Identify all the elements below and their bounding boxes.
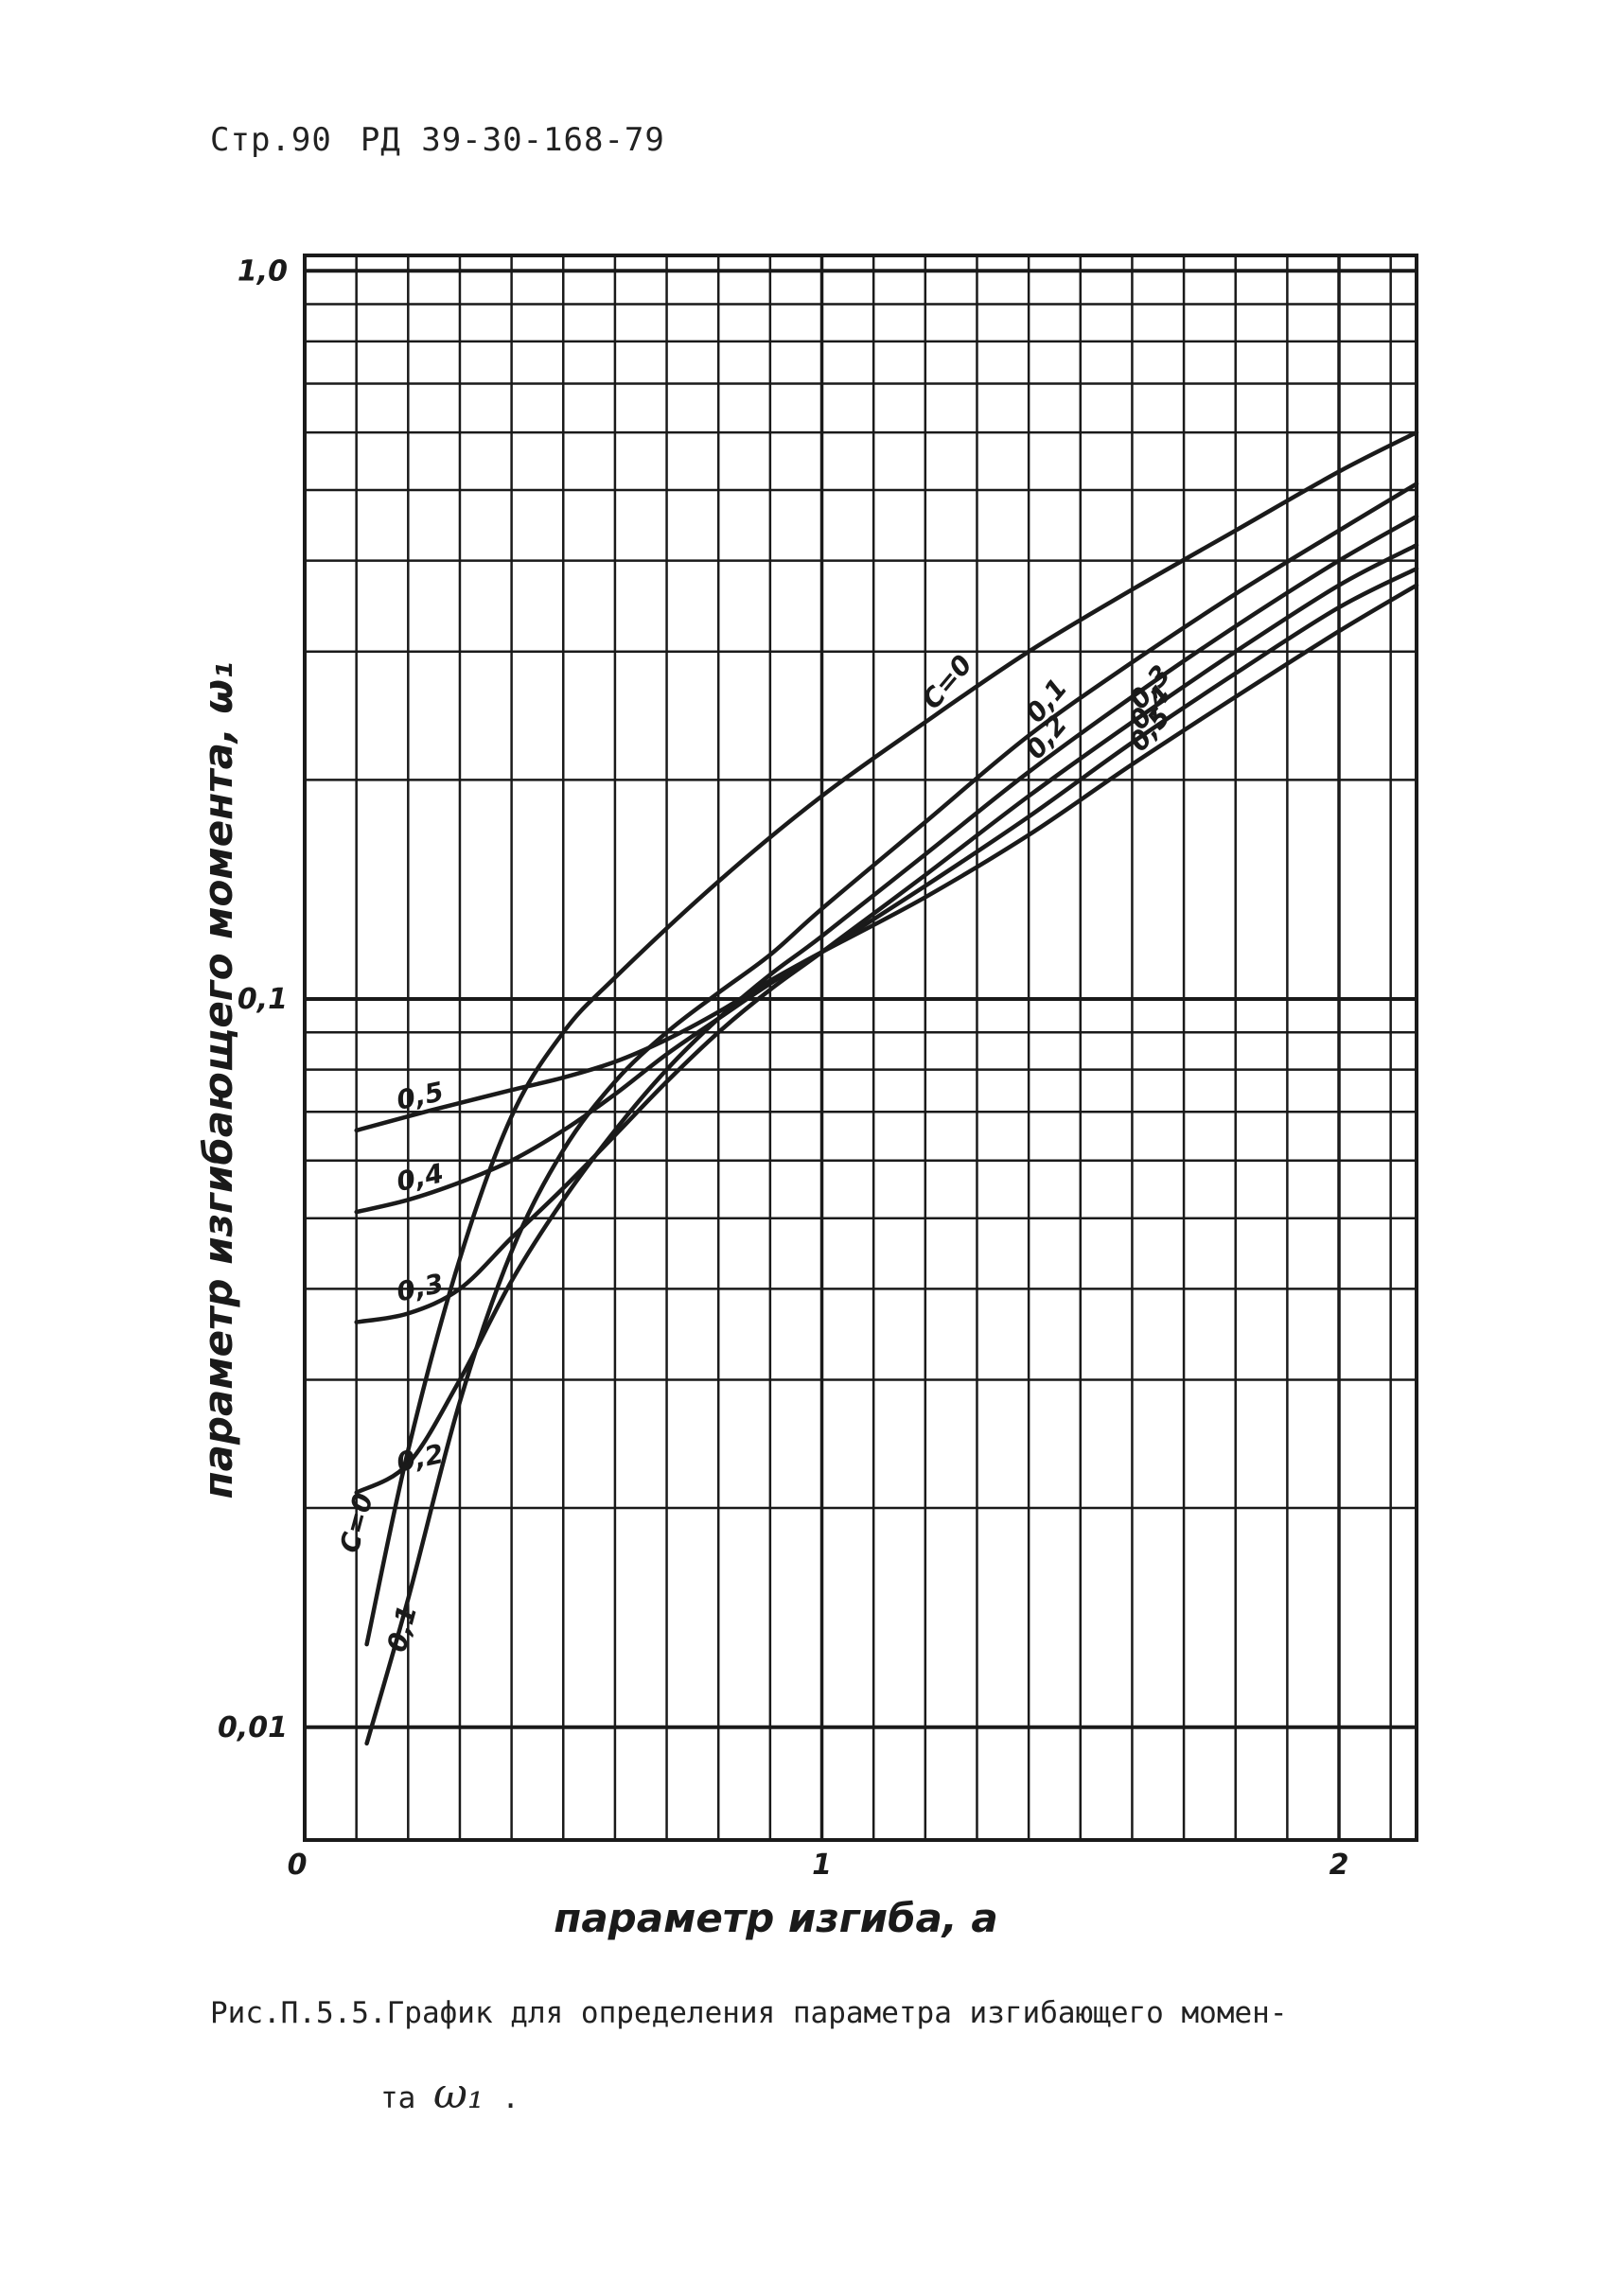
caption-symbol: ω₁: [433, 2070, 484, 2118]
y-tick-label: 0,1: [238, 983, 288, 1016]
series-line: [354, 566, 1419, 1215]
y-tick-label: 1,0: [238, 254, 288, 288]
x-axis-title: параметр изгиба, a: [554, 1895, 997, 1941]
caption-line-1: Рис.П.5.5.График для определения парамет…: [210, 1996, 1288, 2030]
series-line: [364, 429, 1419, 1647]
series-lines: [354, 429, 1419, 1746]
x-tick-label: 0: [288, 1849, 308, 1882]
page-header: Стр.90 РД 39-30-168-79: [210, 121, 665, 159]
caption-prefix: та: [380, 2081, 416, 2115]
series-line: [354, 543, 1419, 1324]
series-line: [354, 583, 1419, 1133]
series-label: 0,1: [380, 1602, 423, 1655]
figure-caption: Рис.П.5.5.График для определения парамет…: [210, 1972, 1440, 2139]
document-code: РД 39-30-168-79: [360, 121, 665, 159]
series-line: [354, 514, 1419, 1495]
y-axis-title: параметр изгибающего момента, ω₁: [195, 662, 241, 1499]
caption-line-2: та ω₁ .: [210, 2054, 1440, 2139]
plot-frame: [303, 254, 1418, 1842]
x-tick-label: 2: [1329, 1849, 1349, 1882]
x-tick-label: 1: [812, 1849, 832, 1882]
series-label: 0,2: [394, 1438, 446, 1479]
series-label: C=0: [333, 1490, 379, 1556]
tick-labels: 0,01 0,1 1,0 0 1 2: [218, 254, 1348, 1882]
series-line: [364, 482, 1419, 1746]
y-tick-label: 0,01: [218, 1711, 288, 1744]
grid: [303, 254, 1418, 1842]
page-number: Стр.90: [210, 121, 332, 159]
caption-period: .: [502, 2081, 519, 2115]
series-label-right: 0,2: [1019, 709, 1073, 764]
